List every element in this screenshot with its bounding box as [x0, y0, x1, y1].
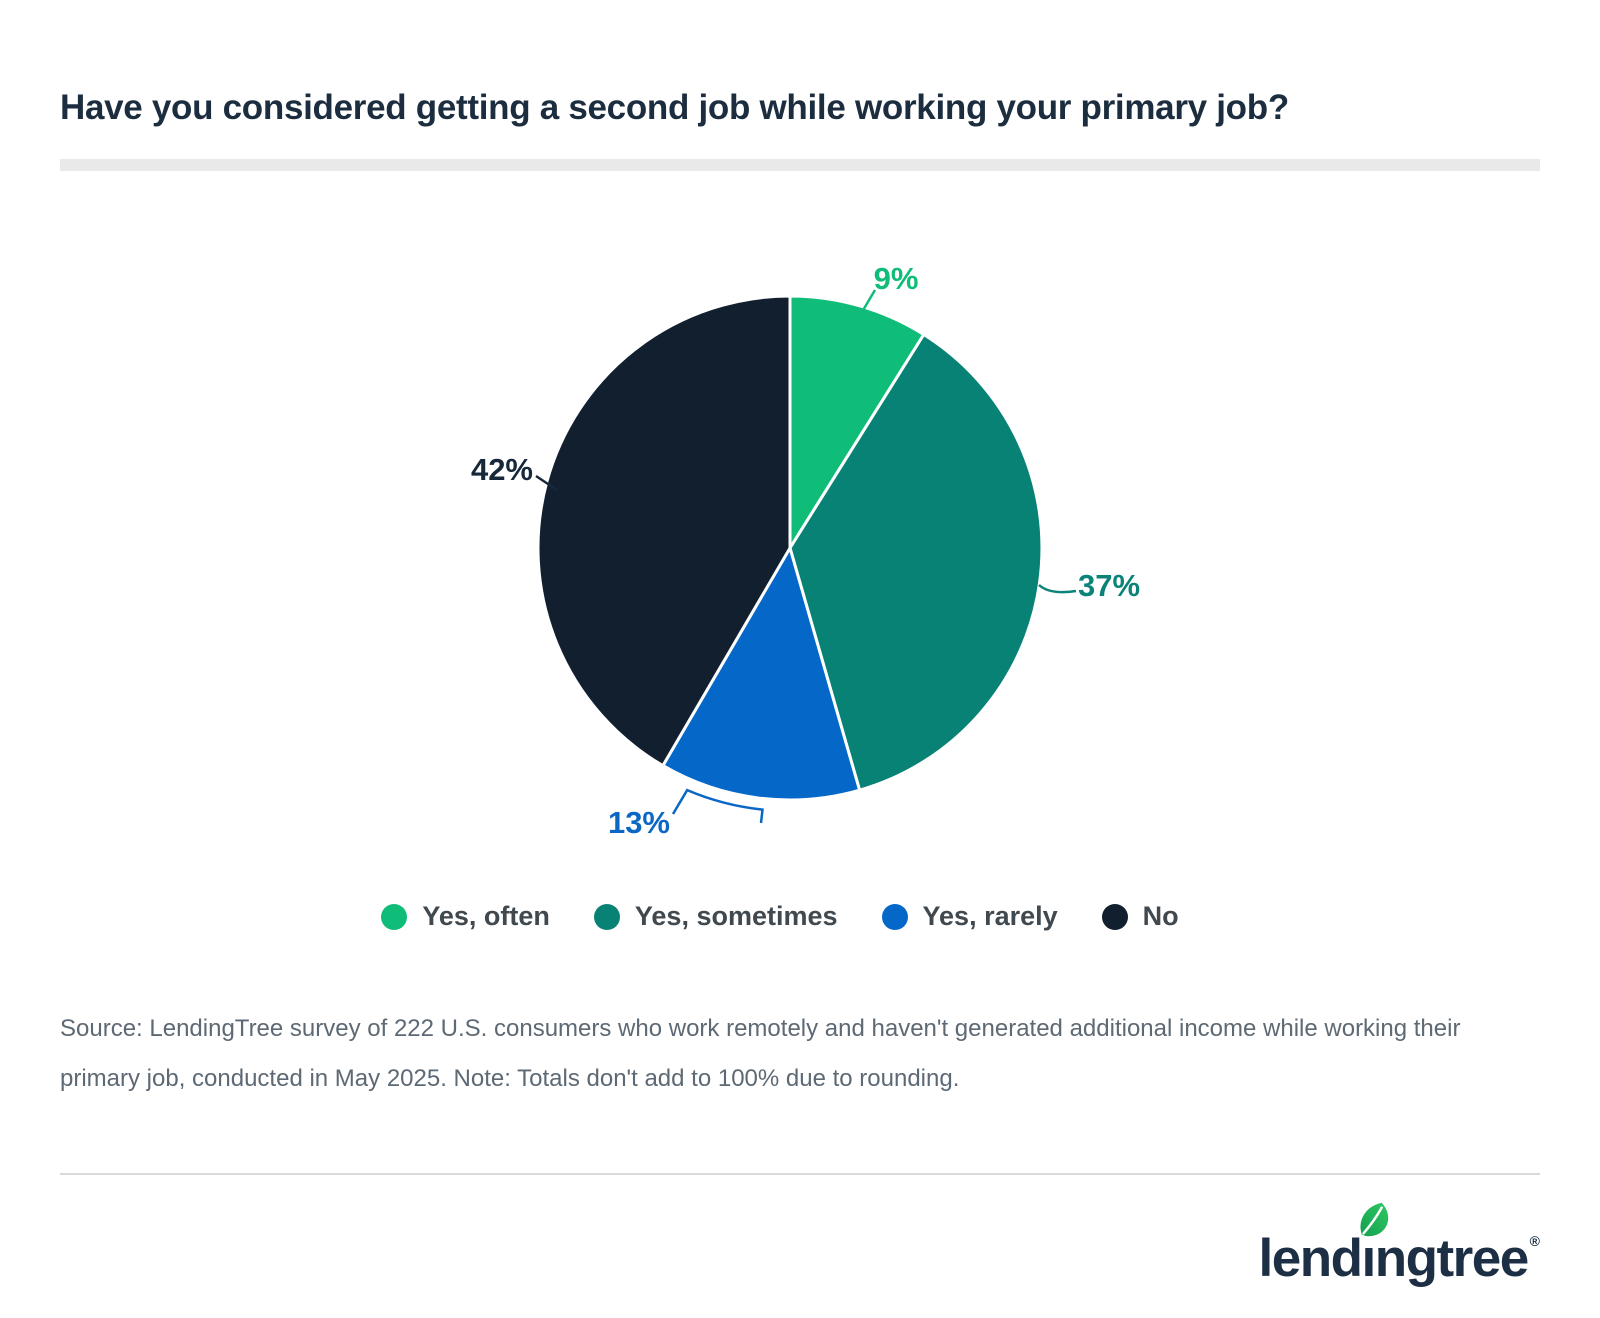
- pie-value-label-no: 42%: [471, 452, 533, 487]
- legend-label-no: No: [1142, 901, 1179, 931]
- label-leader-yes-rarely: [671, 788, 764, 824]
- legend-item-yes-often: Yes, often: [381, 901, 550, 932]
- legend-dot-yes-often: [381, 903, 408, 930]
- lendingtree-logo: lendıngtree ®: [1259, 1202, 1540, 1289]
- legend-dot-yes-sometimes: [593, 903, 620, 930]
- chart-legend: Yes, often Yes, sometimes Yes, rarely No: [40, 901, 1520, 932]
- title-underline-bar: [60, 159, 1540, 171]
- pie-slice-yes-rarely: [661, 546, 862, 802]
- logo-wordmark: lendıngtree: [1259, 1202, 1529, 1289]
- legend-label-yes-rarely: Yes, rarely: [922, 901, 1058, 931]
- legend-dot-no: [1101, 903, 1128, 930]
- pie-chart: 9% 37% 13% 42%: [471, 261, 1140, 840]
- pie-value-label-yes-sometimes: 37%: [1078, 568, 1140, 603]
- legend-label-yes-sometimes: Yes, sometimes: [634, 901, 838, 931]
- pie-slice-yes-sometimes: [788, 333, 1044, 792]
- pie-value-label-yes-rarely: 13%: [608, 805, 670, 840]
- pie-slice-yes-often: [788, 294, 926, 550]
- label-leader-no: [535, 474, 558, 492]
- legend-label-yes-often: Yes, often: [422, 901, 550, 931]
- chart-title: Have you considered getting a second job…: [60, 88, 1289, 127]
- footer-divider: [60, 1173, 1540, 1175]
- legend-item-no: No: [1101, 901, 1179, 932]
- legend-dot-yes-rarely: [881, 903, 908, 930]
- legend-item-yes-rarely: Yes, rarely: [881, 901, 1058, 932]
- label-leader-yes-often: [860, 289, 877, 313]
- registered-trademark: ®: [1529, 1233, 1540, 1249]
- pie-value-label-yes-often: 9%: [874, 261, 919, 296]
- source-note: Source: LendingTree survey of 222 U.S. c…: [60, 1015, 1461, 1092]
- leaf-icon: [1359, 1202, 1388, 1237]
- label-leader-yes-sometimes: [1038, 584, 1077, 594]
- legend-item-yes-sometimes: Yes, sometimes: [593, 901, 838, 932]
